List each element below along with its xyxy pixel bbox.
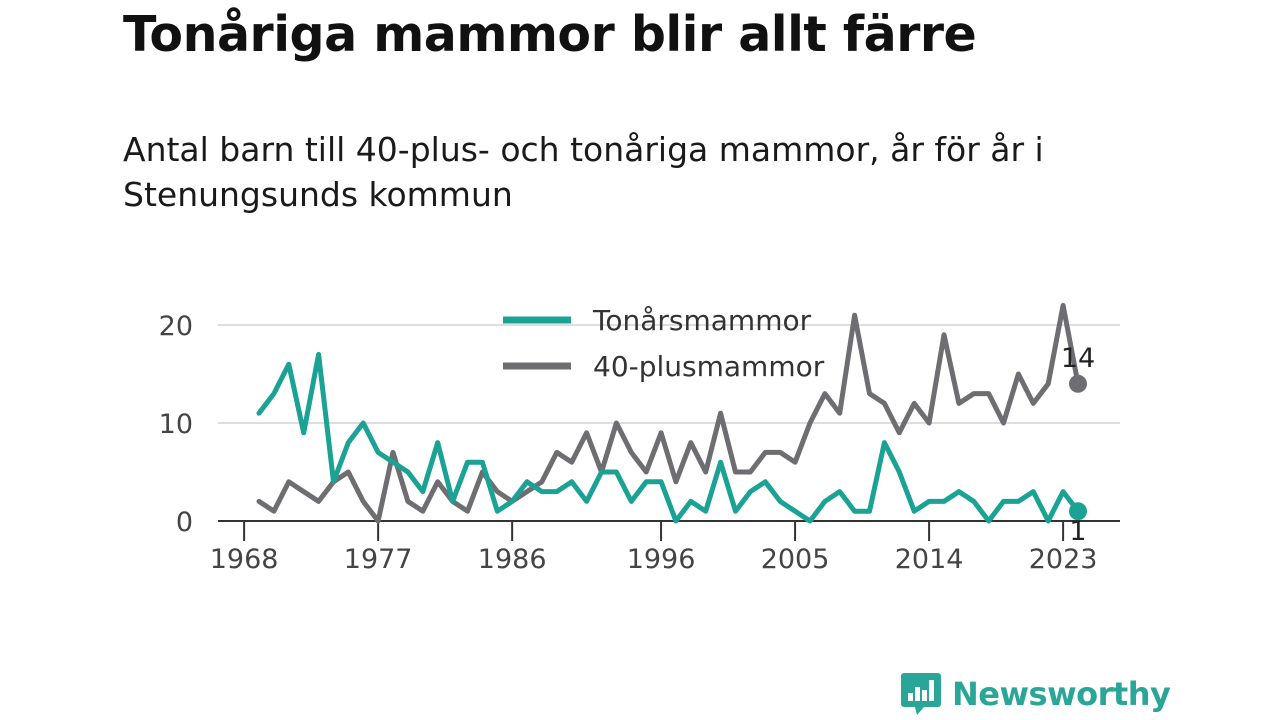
x-tick-label: 2014 — [895, 544, 964, 575]
y-tick-label: 10 — [159, 409, 193, 440]
legend-label-plus40: 40-plusmammor — [593, 350, 825, 383]
series-line-teen — [256, 351, 1081, 524]
series-line-plus40 — [256, 302, 1081, 524]
chart-subtitle: Antal barn till 40-plus- och tonåriga ma… — [123, 130, 1044, 214]
gridlines — [218, 324, 1120, 424]
x-tick-label: 1977 — [344, 544, 413, 575]
x-tick-label: 2005 — [761, 544, 830, 575]
x-tick-label: 2023 — [1029, 544, 1098, 575]
y-tick-label: 20 — [159, 311, 193, 342]
x-tick-label: 1986 — [478, 544, 547, 575]
end-label-plus40: 14 — [1061, 343, 1095, 374]
y-axis: 0 10 20 — [159, 311, 193, 538]
legend: Tonårsmammor 40-plusmammor — [503, 304, 825, 383]
legend-label-teen: Tonårsmammor — [592, 304, 812, 337]
x-tick-label: 1996 — [627, 544, 696, 575]
chart-title: Tonåriga mammor blir allt färre — [123, 6, 977, 63]
end-label-teen: 1 — [1069, 516, 1086, 547]
end-marker-teen — [1069, 502, 1087, 521]
newsworthy-logo-icon — [901, 673, 941, 715]
brand-name: Newsworthy — [952, 675, 1171, 713]
brand-logo: Newsworthy — [900, 670, 1171, 718]
y-tick-label: 0 — [176, 507, 193, 538]
x-axis: 1968 1977 1986 1996 2005 2014 2023 — [210, 520, 1120, 575]
end-marker-plus40 — [1069, 374, 1087, 393]
series — [256, 302, 1081, 524]
x-tick-label: 1968 — [210, 544, 279, 575]
end-labels: 1 14 — [1061, 343, 1095, 547]
